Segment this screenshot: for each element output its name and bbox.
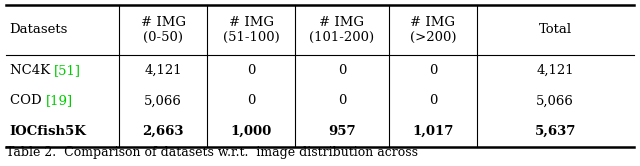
- Text: 0: 0: [338, 64, 346, 77]
- Text: Table 2.  Comparison of datasets w.r.t.  image distribution across: Table 2. Comparison of datasets w.r.t. i…: [6, 146, 419, 159]
- Text: COD: COD: [10, 94, 45, 107]
- Text: NC4K: NC4K: [10, 64, 54, 77]
- Text: 0: 0: [429, 64, 437, 77]
- Text: 5,637: 5,637: [534, 125, 576, 138]
- Text: 957: 957: [328, 125, 356, 138]
- Text: 0: 0: [247, 64, 255, 77]
- Text: Datasets: Datasets: [10, 23, 68, 36]
- Text: 2,663: 2,663: [143, 125, 184, 138]
- Text: IOCfish5K: IOCfish5K: [10, 125, 86, 138]
- Text: 4,121: 4,121: [145, 64, 182, 77]
- Text: # IMG
(>200): # IMG (>200): [410, 16, 456, 44]
- Text: 4,121: 4,121: [536, 64, 574, 77]
- Text: [51]: [51]: [54, 64, 81, 77]
- Text: # IMG
(101-200): # IMG (101-200): [309, 16, 374, 44]
- Text: # IMG
(0-50): # IMG (0-50): [141, 16, 186, 44]
- Text: 1,000: 1,000: [230, 125, 271, 138]
- Text: 1,017: 1,017: [412, 125, 454, 138]
- Text: # IMG
(51-100): # IMG (51-100): [223, 16, 280, 44]
- Text: 0: 0: [338, 94, 346, 107]
- Text: [19]: [19]: [45, 94, 72, 107]
- Text: 5,066: 5,066: [144, 94, 182, 107]
- Text: 5,066: 5,066: [536, 94, 574, 107]
- Text: Total: Total: [539, 23, 572, 36]
- Text: 0: 0: [247, 94, 255, 107]
- Text: 0: 0: [429, 94, 437, 107]
